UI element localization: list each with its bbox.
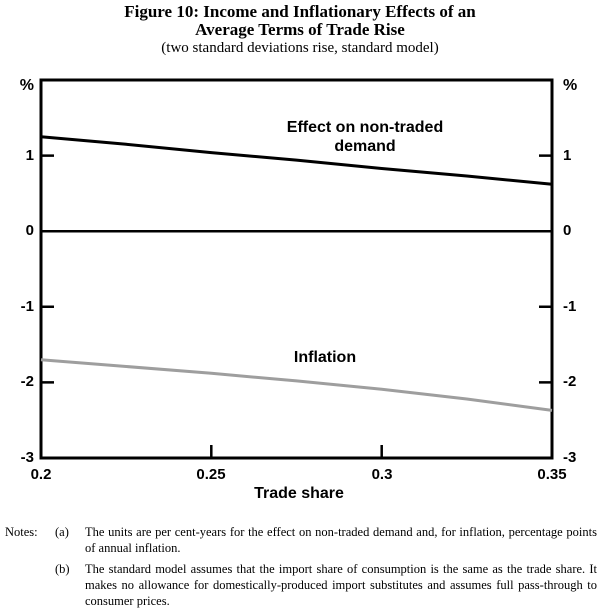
axis-tick-marks <box>41 154 552 458</box>
y-unit-label-right: % <box>563 77 578 94</box>
non-traded-demand-label: Effect on non-traded demand <box>286 119 444 155</box>
note-row-b: (b) The standard model assumes that the … <box>5 561 597 609</box>
y-tick-label-left: -3 <box>20 449 34 466</box>
note-b-marker: (b) <box>55 562 70 576</box>
non-traded-demand-line <box>40 135 553 186</box>
x-tick-label: 0.2 <box>30 466 52 483</box>
y-tick-label-right: 0 <box>563 222 572 239</box>
inflation-label: Inflation <box>293 349 357 366</box>
y-tick-label-left: 0 <box>25 222 34 239</box>
note-b-text: The standard model assumes that the impo… <box>85 562 597 608</box>
x-tick-label: 0.35 <box>537 466 567 483</box>
y-tick-label-right: -3 <box>563 449 577 466</box>
y-tick-label-left: 1 <box>25 147 34 164</box>
figure-subtitle: (two standard deviations rise, standard … <box>161 40 439 56</box>
inflation-line <box>40 358 553 412</box>
figure-title-line1: Figure 10: Income and Inflationary Effec… <box>124 2 476 21</box>
plot-frame <box>39 78 554 460</box>
notes-block: Notes: (a) The units are per cent-years … <box>5 524 597 614</box>
y-tick-label-right: -2 <box>563 373 577 390</box>
y-unit-label-left: % <box>19 77 34 94</box>
figure-title-block: Figure 10: Income and Inflationary Effec… <box>0 3 600 57</box>
notes-label-spacer <box>5 561 55 609</box>
note-a-marker: (a) <box>55 525 69 539</box>
y-tick-label-left: -2 <box>20 373 34 390</box>
figure-title-line2: Average Terms of Trade Rise <box>195 20 405 39</box>
note-a-text: The units are per cent-years for the eff… <box>85 525 597 555</box>
y-tick-label-right: -1 <box>563 298 577 315</box>
x-tick-label: 0.25 <box>196 466 226 483</box>
note-row-a: Notes: (a) The units are per cent-years … <box>5 524 597 556</box>
y-tick-label-left: -1 <box>20 298 34 315</box>
y-tick-label-right: 1 <box>563 147 572 164</box>
notes-label: Notes: <box>5 525 38 539</box>
x-tick-label: 0.3 <box>371 466 393 483</box>
x-axis-title: Trade share <box>254 485 344 502</box>
